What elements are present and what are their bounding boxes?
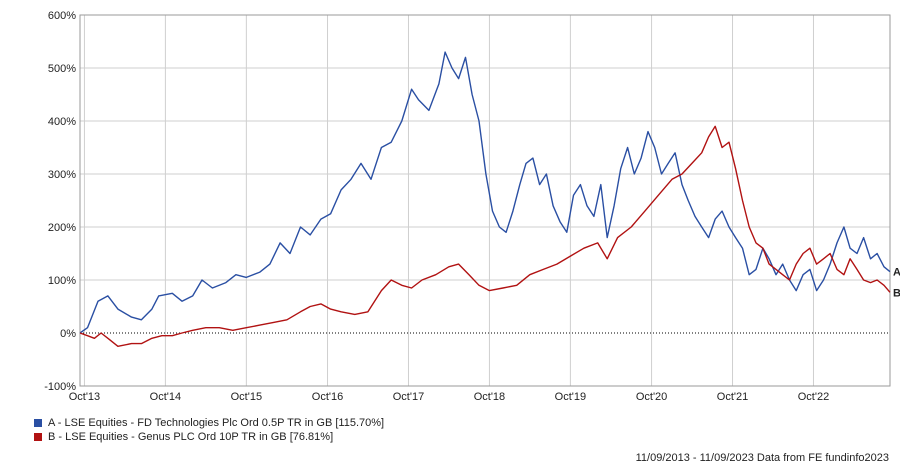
x-tick-label: Oct'16 <box>312 391 343 403</box>
y-tick-label: 400% <box>48 116 76 128</box>
x-tick-label: Oct'21 <box>717 391 748 403</box>
y-tick-label: 100% <box>48 275 76 287</box>
series-line-a <box>79 51 891 334</box>
legend-item-b: B - LSE Equities - Genus PLC Ord 10P TR … <box>34 430 384 444</box>
x-tick-label: Oct'17 <box>393 391 424 403</box>
x-tick-label: Oct'20 <box>636 391 667 403</box>
legend-swatch-a <box>34 419 42 427</box>
legend-label-b: B - LSE Equities - Genus PLC Ord 10P TR … <box>48 431 334 443</box>
x-tick-label: Oct'13 <box>69 391 100 403</box>
plot-border <box>79 14 891 387</box>
legend-swatch-b <box>34 433 42 441</box>
series-end-label-b: B <box>893 287 900 299</box>
x-tick-label: Oct'15 <box>231 391 262 403</box>
y-tick-label: 0% <box>60 328 76 340</box>
x-tick-label: Oct'14 <box>150 391 181 403</box>
legend: A - LSE Equities - FD Technologies Plc O… <box>34 416 384 444</box>
series-line-b <box>79 125 891 347</box>
y-tick-label: 300% <box>48 169 76 181</box>
x-tick-label: Oct'18 <box>474 391 505 403</box>
plot-area <box>80 15 890 386</box>
x-tick-label: Oct'19 <box>555 391 586 403</box>
series-end-label-a: A <box>893 267 900 279</box>
x-tick-label: Oct'22 <box>798 391 829 403</box>
legend-label-a: A - LSE Equities - FD Technologies Plc O… <box>48 417 385 429</box>
y-tick-label: 200% <box>48 222 76 234</box>
y-tick-label: -100% <box>44 381 76 393</box>
y-tick-label: 500% <box>48 63 76 75</box>
legend-item-a: A - LSE Equities - FD Technologies Plc O… <box>34 416 384 430</box>
footer-source: 11/09/2013 - 11/09/2023 Data from FE fun… <box>635 452 889 464</box>
y-tick-label: 600% <box>48 10 76 22</box>
